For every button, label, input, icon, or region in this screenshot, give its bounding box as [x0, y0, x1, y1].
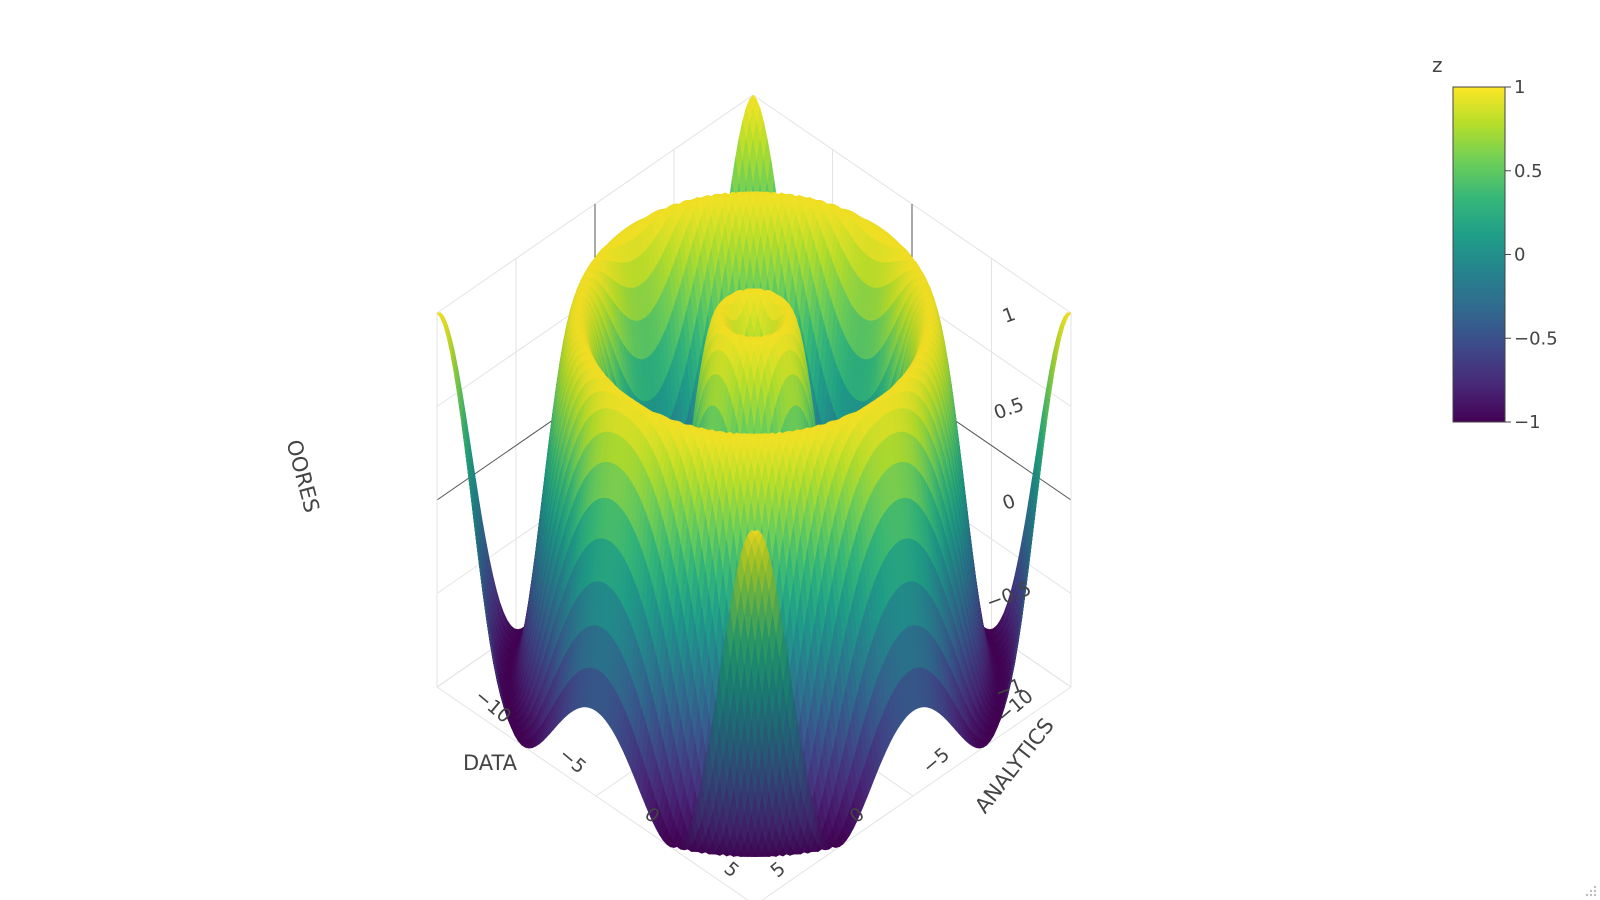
surface-mesh[interactable] [436, 94, 1072, 858]
